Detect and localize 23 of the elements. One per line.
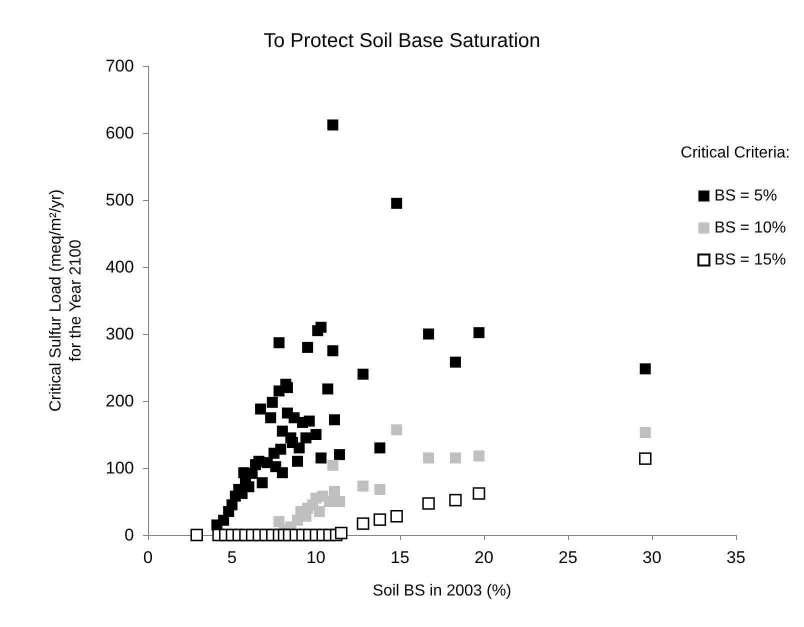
- y-tick-label: 700: [106, 56, 134, 76]
- x-tick-label: 15: [390, 548, 410, 567]
- x-tick-label: 10: [306, 548, 326, 567]
- y-tick-label: 0: [124, 526, 134, 544]
- y-tick-label: 100: [106, 458, 134, 478]
- x-axis-title: Soil BS in 2003 (%): [372, 582, 512, 600]
- x-tick-label: 0: [143, 548, 153, 567]
- legend-label: BS = 15%: [714, 252, 786, 268]
- x-tick-label: 20: [474, 548, 494, 567]
- x-tick-label: 5: [227, 548, 237, 567]
- x-tick-label: 35: [726, 548, 746, 567]
- y-tick-label: 400: [106, 258, 134, 276]
- x-tick-label: 25: [558, 548, 578, 567]
- y-tick-label: 500: [106, 190, 134, 210]
- legend-title: Critical Criteria:: [680, 144, 790, 162]
- y-tick-label: 300: [106, 324, 134, 344]
- legend-label: BS = 10%: [714, 220, 786, 236]
- legend-label: BS = 5%: [714, 188, 778, 204]
- chart-title: To Protect Soil Base Saturation: [264, 30, 540, 52]
- x-tick-label: 30: [642, 548, 662, 567]
- y-tick-label: 200: [106, 392, 134, 410]
- y-axis-title: Critical Sulfur Load (meq/m²/yr) for the Year 2100: [48, 189, 84, 412]
- y-tick-label: 600: [106, 124, 134, 142]
